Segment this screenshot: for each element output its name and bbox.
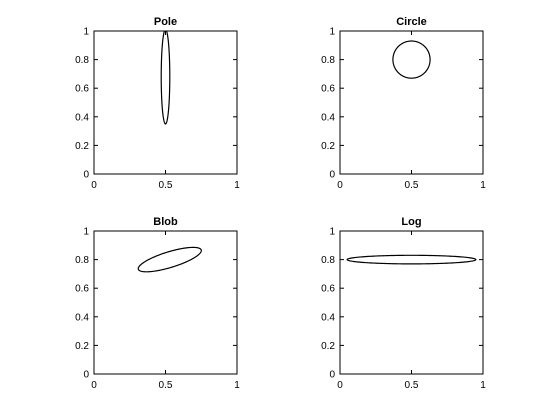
subplot-blob: Blob 0 0.5 1 0 0.2 0.4 0.6 0.8 1: [75, 216, 240, 391]
y-tick-label: 1: [329, 227, 335, 238]
y-tick-label: 0: [329, 370, 335, 381]
x-tick-label: 0.5: [405, 180, 419, 191]
x-tick-label: 1: [480, 180, 486, 191]
y-tick-label: 1: [329, 27, 335, 38]
y-tick-label: 1: [83, 227, 89, 238]
axes-box: [339, 230, 484, 375]
y-tick-label: 0.6: [75, 84, 89, 95]
y-tick-label: 0.2: [321, 341, 335, 352]
subplot-title: Blob: [153, 216, 178, 228]
subplot-title: Pole: [154, 16, 177, 28]
y-tick-label: 0.2: [75, 341, 89, 352]
y-tick-label: 0: [329, 170, 335, 181]
axes-box: [93, 30, 238, 175]
y-tick-label: 0.2: [321, 141, 335, 152]
y-tick-label: 0: [83, 370, 89, 381]
y-tick-label: 0: [83, 170, 89, 181]
x-tick-label: 1: [234, 180, 240, 191]
y-tick-label: 1: [83, 27, 89, 38]
x-tick-label: 0: [337, 180, 343, 191]
y-tick-label: 0.8: [321, 55, 335, 66]
subplot-log: Log 0 0.5 1 0 0.2 0.4 0.6 0.8 1: [321, 216, 486, 391]
circle-ellipse-line: [392, 40, 431, 79]
y-tick-label: 0.8: [75, 255, 89, 266]
axes-box: [339, 30, 484, 175]
x-tick-label: 0.5: [159, 180, 173, 191]
y-tick-label: 0.6: [321, 284, 335, 295]
axes-box: [93, 230, 238, 375]
y-tick-label: 0.8: [75, 55, 89, 66]
y-tick-label: 0.4: [321, 312, 335, 323]
y-tick-label: 0.8: [321, 255, 335, 266]
x-tick-label: 0.5: [405, 380, 419, 391]
pole-ellipse-line: [160, 31, 171, 125]
blob-ellipse-line: [137, 246, 202, 273]
subplot-title: Log: [401, 216, 421, 228]
x-tick-label: 0: [337, 380, 343, 391]
subplot-pole: Pole 0 0.5 1 0 0.2 0.4 0.6 0.8 1: [75, 16, 240, 191]
y-tick-label: 0.2: [75, 141, 89, 152]
x-tick-label: 0: [91, 380, 97, 391]
y-tick-label: 0.6: [321, 84, 335, 95]
y-tick-label: 0.6: [75, 284, 89, 295]
y-tick-label: 0.4: [75, 112, 89, 123]
subplot-circle: Circle 0 0.5 1 0 0.2 0.4 0.6 0.8 1: [321, 16, 486, 191]
x-tick-label: 1: [480, 380, 486, 391]
subplot-title: Circle: [396, 16, 427, 28]
x-tick-label: 0: [91, 180, 97, 191]
x-tick-label: 0.5: [159, 380, 173, 391]
y-tick-label: 0.4: [75, 312, 89, 323]
y-tick-label: 0.4: [321, 112, 335, 123]
log-ellipse-line: [346, 254, 477, 265]
x-tick-label: 1: [234, 380, 240, 391]
